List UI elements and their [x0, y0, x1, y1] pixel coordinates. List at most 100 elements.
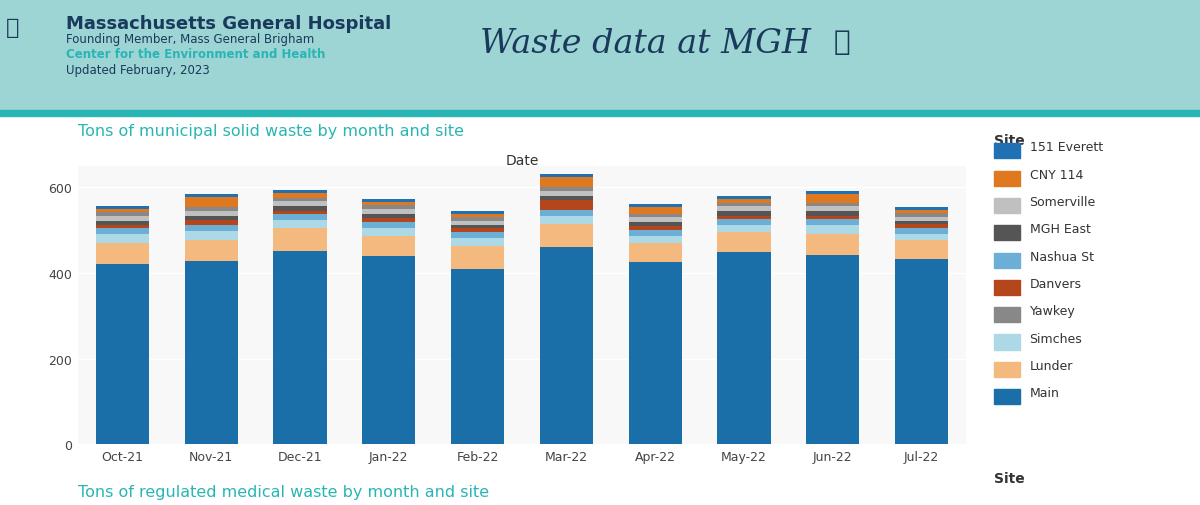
Bar: [806, 212, 859, 216]
Bar: [185, 221, 238, 226]
Bar: [451, 221, 504, 226]
Bar: [185, 208, 238, 211]
Text: Site: Site: [994, 471, 1025, 485]
Bar: [185, 262, 238, 444]
Bar: [274, 251, 326, 444]
Text: Yawkey: Yawkey: [1030, 305, 1075, 318]
Bar: [362, 200, 415, 203]
Bar: [185, 226, 238, 232]
Bar: [274, 207, 326, 211]
Bar: [96, 221, 149, 226]
Bar: [274, 198, 326, 201]
Bar: [96, 235, 149, 243]
Bar: [274, 211, 326, 215]
Bar: [185, 232, 238, 240]
Bar: [362, 206, 415, 210]
Bar: [540, 225, 593, 248]
Bar: [806, 234, 859, 256]
Bar: [451, 215, 504, 218]
Bar: [96, 265, 149, 444]
Bar: [451, 212, 504, 215]
Bar: [96, 243, 149, 265]
Bar: [806, 216, 859, 220]
Bar: [451, 226, 504, 229]
Bar: [451, 269, 504, 444]
Text: Date: Date: [505, 154, 539, 168]
Bar: [451, 238, 504, 247]
Bar: [629, 227, 682, 230]
Bar: [362, 237, 415, 257]
Bar: [629, 236, 682, 243]
Bar: [895, 221, 948, 225]
Bar: [362, 228, 415, 237]
Bar: [96, 210, 149, 213]
Text: 🏛: 🏛: [6, 18, 19, 38]
Text: Center for the Environment and Health: Center for the Environment and Health: [66, 48, 325, 61]
Bar: [629, 243, 682, 263]
Bar: [895, 234, 948, 241]
Bar: [629, 263, 682, 444]
Bar: [96, 226, 149, 229]
Bar: [718, 196, 770, 199]
Bar: [895, 225, 948, 228]
Bar: [806, 204, 859, 207]
Bar: [718, 199, 770, 204]
Bar: [895, 217, 948, 221]
Bar: [274, 229, 326, 251]
Bar: [362, 215, 415, 219]
Bar: [362, 210, 415, 215]
Text: Lunder: Lunder: [1030, 359, 1073, 372]
Bar: [540, 216, 593, 225]
Text: CNY 114: CNY 114: [1030, 168, 1082, 181]
Text: 🗑: 🗑: [834, 28, 851, 56]
Bar: [362, 222, 415, 228]
Bar: [629, 205, 682, 207]
Bar: [96, 229, 149, 235]
Bar: [540, 210, 593, 216]
Bar: [895, 208, 948, 210]
Bar: [185, 197, 238, 208]
Bar: [629, 207, 682, 214]
Text: Site: Site: [994, 134, 1025, 148]
Bar: [185, 216, 238, 221]
Bar: [274, 194, 326, 198]
Bar: [895, 260, 948, 444]
Text: 151 Everett: 151 Everett: [1030, 141, 1103, 154]
Bar: [451, 247, 504, 269]
Bar: [185, 195, 238, 197]
Bar: [451, 229, 504, 232]
Bar: [895, 228, 948, 234]
Text: Simches: Simches: [1030, 332, 1082, 345]
Bar: [718, 252, 770, 444]
Bar: [806, 226, 859, 234]
Bar: [362, 203, 415, 206]
Bar: [540, 191, 593, 196]
Bar: [540, 196, 593, 201]
Bar: [362, 219, 415, 222]
Bar: [185, 211, 238, 216]
Text: Danvers: Danvers: [1030, 277, 1081, 290]
Bar: [895, 214, 948, 217]
Bar: [96, 207, 149, 210]
Bar: [451, 232, 504, 238]
Text: MGH East: MGH East: [1030, 223, 1091, 236]
Text: Massachusetts General Hospital: Massachusetts General Hospital: [66, 15, 391, 33]
Bar: [806, 207, 859, 212]
Bar: [718, 216, 770, 220]
Bar: [895, 241, 948, 260]
Bar: [718, 204, 770, 207]
Text: Updated February, 2023: Updated February, 2023: [66, 64, 210, 77]
Bar: [718, 220, 770, 226]
Bar: [629, 230, 682, 236]
Bar: [451, 218, 504, 221]
Bar: [718, 226, 770, 232]
Text: Waste data at MGH: Waste data at MGH: [480, 28, 811, 60]
Bar: [96, 216, 149, 221]
Bar: [540, 188, 593, 191]
Bar: [718, 212, 770, 216]
Bar: [629, 214, 682, 218]
Bar: [362, 257, 415, 444]
Bar: [629, 218, 682, 223]
Bar: [274, 221, 326, 229]
Bar: [540, 201, 593, 210]
